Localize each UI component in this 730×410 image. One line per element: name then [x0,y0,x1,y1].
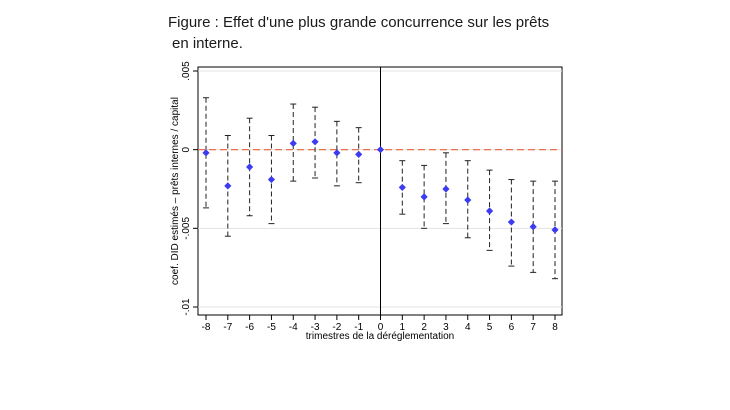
point-marker-11 [442,185,450,193]
x-tick-label-15: 7 [530,322,536,333]
point-marker-9 [398,183,406,192]
point-marker-1 [224,182,232,190]
x-tick-label-16: 8 [552,322,558,333]
x-tick-label-1: -7 [223,322,232,333]
x-axis-ticks: -8 -7 -6 -5 -4 -3 -2 -1 0 1 2 3 4 5 6 7 8 [202,315,558,333]
point-marker-13 [485,207,494,215]
y-axis-label: coef. DID estimés – prêts internes / cap… [170,97,181,285]
point-marker-0 [202,149,210,157]
y-axis-ticks: .005 0 -.005 -.01 [181,61,198,316]
y-tick-label-3: -.01 [181,298,192,316]
point-marker-3 [267,175,276,184]
point-marker-4 [289,139,297,147]
point-marker-15 [529,223,537,231]
x-tick-label-2: -6 [245,322,254,333]
x-tick-label-14: 6 [509,322,515,333]
point-marker-10 [420,193,428,201]
figure-title: Figure : Effet d'une plus grande concurr… [168,12,588,54]
x-axis-label: trimestres de la déréglementation [306,331,454,342]
figure-title-line-2: en interne. [172,35,243,52]
x-tick-label-6: -2 [332,322,341,333]
point-marker-2 [246,163,254,171]
x-tick-label-11: 3 [443,322,449,333]
x-tick-label-12: 4 [465,322,471,333]
point-marker-5 [311,138,319,146]
point-marker-12 [464,196,472,204]
x-tick-label-9: 1 [400,322,406,333]
x-tick-label-7: -1 [354,322,363,333]
point-estimates [202,138,559,234]
y-tick-label-2: -.005 [181,217,192,240]
x-tick-label-0: -8 [202,322,211,333]
x-tick-label-4: -4 [289,322,298,333]
point-marker-14 [507,218,515,226]
point-marker-7 [355,150,363,158]
y-tick-label-1: 0 [181,146,192,152]
x-tick-label-8: 0 [378,322,384,333]
x-tick-label-10: 2 [421,322,427,333]
figure-title-line-1: Figure : Effet d'une plus grande concurr… [168,14,550,31]
y-tick-label-0: .005 [181,61,192,81]
point-marker-16 [551,226,559,234]
x-tick-label-13: 5 [487,322,493,333]
point-marker-8 [376,146,385,154]
x-tick-label-5: -3 [311,322,320,333]
x-tick-label-3: -5 [267,322,276,333]
point-marker-6 [333,149,341,157]
